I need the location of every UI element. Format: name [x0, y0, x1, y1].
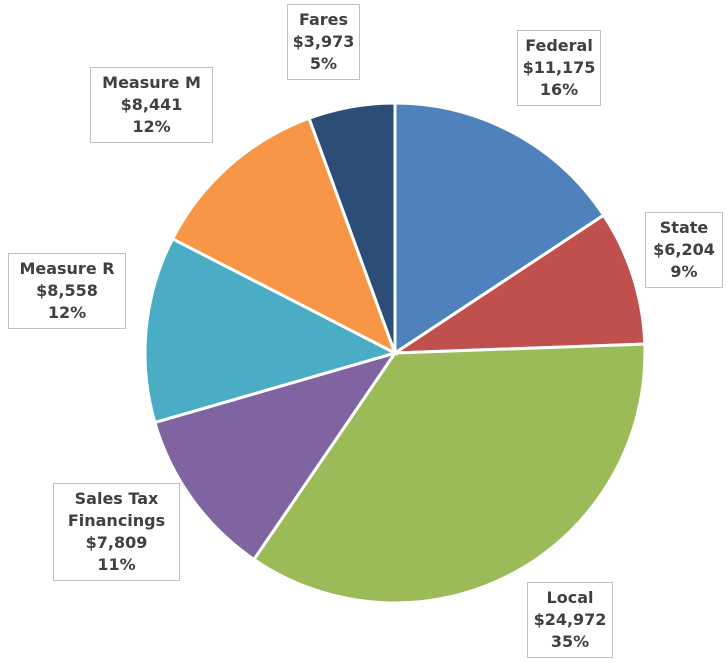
data-label: Fares $3,973 5%: [287, 4, 360, 80]
label-percent: 11%: [97, 555, 136, 574]
label-percent: 5%: [309, 54, 338, 73]
pie-slice: [143, 236, 400, 425]
label-value: $6,204: [653, 240, 715, 259]
label-value: $7,809: [85, 533, 148, 552]
label-category: Fares: [298, 10, 349, 29]
label-category: State: [659, 218, 709, 237]
label-value: $11,175: [522, 58, 596, 77]
label-category: Measure R: [19, 259, 115, 278]
pie-slice: [152, 350, 399, 562]
label-value: $24,972: [533, 610, 607, 629]
pie-slice: [170, 116, 398, 357]
label-percent: 16%: [539, 80, 579, 99]
label-value: $8,441: [120, 95, 183, 114]
data-label: State $6,204 9%: [645, 212, 723, 288]
pie-slice: [389, 213, 647, 355]
label-percent: 12%: [132, 117, 171, 136]
data-label: Measure M $8,441 12%: [90, 67, 213, 143]
label-percent: 9%: [670, 262, 698, 281]
pie-slice: [393, 101, 606, 356]
pie-slice: [251, 342, 647, 605]
label-category: Federal: [525, 36, 593, 55]
pie-slice: [307, 101, 397, 354]
label-category: Local: [546, 588, 594, 607]
label-value: $8,558: [36, 281, 98, 300]
label-category: Measure M: [102, 73, 201, 92]
data-label: Local $24,972 35%: [527, 582, 613, 658]
label-percent: 35%: [550, 632, 590, 651]
label-percent: 12%: [47, 303, 87, 322]
data-label: Sales Tax Financings $7,809 11%: [53, 483, 180, 581]
data-label: Measure R $8,558 12%: [8, 253, 126, 329]
data-label: Federal $11,175 16%: [517, 30, 601, 106]
label-value: $3,973: [292, 32, 355, 51]
label-category: Sales Tax Financings: [67, 489, 166, 530]
